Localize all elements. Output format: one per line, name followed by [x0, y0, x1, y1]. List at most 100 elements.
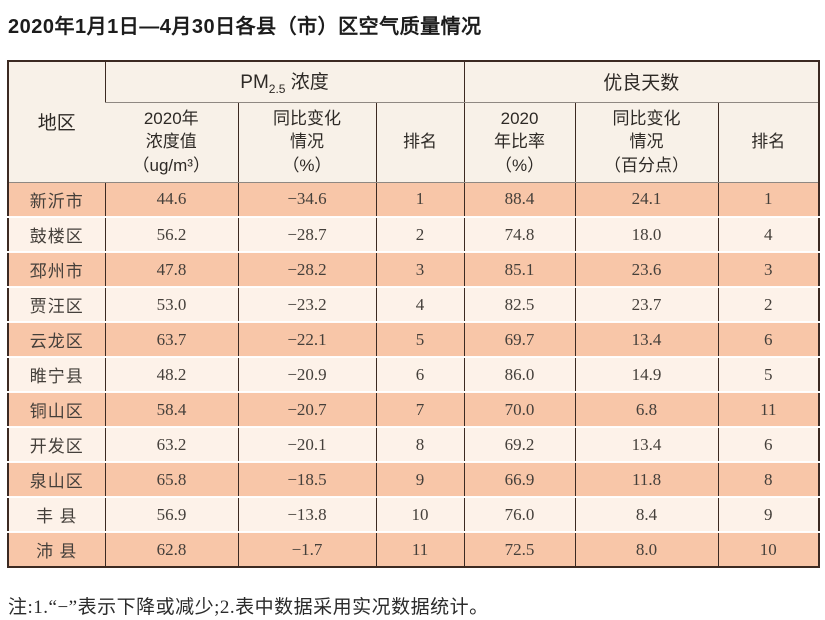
cell-pm-value: 44.6 — [104, 182, 238, 217]
cell-good-rate: 72.5 — [463, 531, 576, 567]
cell-region: 贾汪区 — [8, 286, 105, 322]
cell-pm-change: −1.7 — [237, 531, 376, 567]
cell-pm-rank: 7 — [375, 391, 465, 427]
cell-good-change: 8.0 — [574, 531, 719, 567]
cell-pm-rank: 10 — [375, 496, 465, 532]
cell-pm-change: −23.2 — [237, 286, 376, 322]
page-title: 2020年1月1日—4月30日各县（市）区空气质量情况 — [8, 16, 482, 38]
cell-pm-rank: 2 — [375, 216, 465, 252]
cell-good-rank: 1 — [717, 182, 820, 217]
cell-good-change: 18.0 — [574, 216, 719, 252]
cell-pm-rank: 3 — [375, 251, 465, 287]
col-header-good-rank: 排名 — [717, 102, 820, 183]
cell-pm-change: −20.7 — [237, 391, 376, 427]
cell-region: 云龙区 — [8, 321, 105, 357]
cell-pm-value: 58.4 — [104, 391, 238, 427]
cell-pm-change: −34.6 — [237, 182, 376, 217]
cell-region: 邳州市 — [8, 251, 105, 287]
table-row: 新沂市 44.6 −34.6 1 88.4 24.1 1 — [8, 182, 820, 217]
cell-good-rank: 8 — [717, 461, 820, 497]
table-row: 云龙区 63.7 −22.1 5 69.7 13.4 6 — [8, 321, 820, 357]
cell-good-rate: 82.5 — [463, 286, 576, 322]
cell-region: 泉山区 — [8, 461, 105, 497]
cell-good-rate: 70.0 — [463, 391, 576, 427]
cell-region: 鼓楼区 — [8, 216, 105, 252]
footnote: 注:1.“−”表示下降或减少;2.表中数据采用实况数据统计。 — [8, 597, 489, 618]
col-header-pm-value: 2020年 浓度值 （ug/m³） — [105, 102, 238, 183]
cell-pm-value: 56.9 — [104, 496, 238, 532]
cell-region: 丰 县 — [8, 496, 105, 532]
cell-good-change: 13.4 — [574, 426, 719, 462]
col-group-good-days: 优良天数 — [463, 61, 820, 103]
cell-good-rank: 6 — [717, 321, 820, 357]
cell-good-rate: 76.0 — [463, 496, 576, 532]
col-header-good-rate: 2020 年比率 （%） — [463, 102, 576, 183]
group-header-row: 地区 PM2.5 浓度 优良天数 — [8, 61, 820, 183]
cell-pm-value: 65.8 — [104, 461, 238, 497]
table-row: 铜山区 58.4 −20.7 7 70.0 6.8 11 — [8, 391, 820, 427]
cell-good-rate: 86.0 — [463, 356, 576, 392]
cell-pm-change: −20.1 — [237, 426, 376, 462]
table-row: 开发区 63.2 −20.1 8 69.2 13.4 6 — [8, 426, 820, 462]
cell-good-rank: 6 — [717, 426, 820, 462]
table-row: 沛 县 62.8 −1.7 11 72.5 8.0 10 — [8, 531, 820, 567]
cell-pm-change: −28.7 — [237, 216, 376, 252]
cell-pm-rank: 1 — [375, 182, 465, 217]
cell-good-rate: 69.2 — [463, 426, 576, 462]
cell-pm-rank: 11 — [375, 531, 465, 567]
table-row: 泉山区 65.8 −18.5 9 66.9 11.8 8 — [8, 461, 820, 497]
col-group-pm25: PM2.5 浓度 — [104, 61, 465, 103]
cell-pm-value: 48.2 — [104, 356, 238, 392]
cell-pm-value: 56.2 — [104, 216, 238, 252]
cell-region: 铜山区 — [8, 391, 105, 427]
cell-pm-value: 62.8 — [104, 531, 238, 567]
cell-good-change: 23.6 — [574, 251, 719, 287]
table-header: 地区 PM2.5 浓度 优良天数 2020年 浓度值 （ug/m³） 同比变化 … — [8, 61, 820, 183]
cell-good-rank: 3 — [717, 251, 820, 287]
cell-good-change: 14.9 — [574, 356, 719, 392]
table-row: 贾汪区 53.0 −23.2 4 82.5 23.7 2 — [8, 286, 820, 322]
cell-good-rank: 5 — [717, 356, 820, 392]
cell-pm-change: −22.1 — [237, 321, 376, 357]
col-header-region: 地区 — [8, 61, 105, 183]
cell-pm-change: −18.5 — [237, 461, 376, 497]
pm25-label-subscript: 2.5 — [268, 82, 286, 97]
cell-pm-value: 47.8 — [104, 251, 238, 287]
cell-pm-change: −13.8 — [237, 496, 376, 532]
cell-pm-rank: 6 — [375, 356, 465, 392]
cell-pm-change: −28.2 — [237, 251, 376, 287]
table-row: 邳州市 47.8 −28.2 3 85.1 23.6 3 — [8, 251, 820, 287]
cell-pm-value: 63.2 — [104, 426, 238, 462]
cell-good-rank: 4 — [717, 216, 820, 252]
cell-good-rate: 69.7 — [463, 321, 576, 357]
cell-good-rate: 66.9 — [463, 461, 576, 497]
cell-pm-rank: 9 — [375, 461, 465, 497]
cell-good-change: 24.1 — [574, 182, 719, 217]
cell-good-rate: 85.1 — [463, 251, 576, 287]
cell-region: 睢宁县 — [8, 356, 105, 392]
cell-region: 开发区 — [8, 426, 105, 462]
table-row: 丰 县 56.9 −13.8 10 76.0 8.4 9 — [8, 496, 820, 532]
cell-good-rate: 88.4 — [463, 182, 576, 217]
table-row: 睢宁县 48.2 −20.9 6 86.0 14.9 5 — [8, 356, 820, 392]
cell-good-change: 11.8 — [574, 461, 719, 497]
col-header-good-change: 同比变化 情况 （百分点） — [574, 102, 719, 183]
cell-good-rank: 11 — [717, 391, 820, 427]
cell-good-change: 13.4 — [574, 321, 719, 357]
cell-good-rank: 9 — [717, 496, 820, 532]
cell-region: 新沂市 — [8, 182, 105, 217]
col-header-pm-rank: 排名 — [375, 102, 465, 183]
pm25-label-prefix: PM — [240, 72, 269, 94]
table-row: 鼓楼区 56.2 −28.7 2 74.8 18.0 4 — [8, 216, 820, 252]
cell-pm-rank: 5 — [375, 321, 465, 357]
cell-good-change: 6.8 — [574, 391, 719, 427]
cell-region: 沛 县 — [8, 531, 105, 567]
pm25-label-suffix: 浓度 — [285, 72, 329, 94]
cell-good-rate: 74.8 — [463, 216, 576, 252]
cell-pm-rank: 8 — [375, 426, 465, 462]
cell-pm-value: 53.0 — [104, 286, 238, 322]
cell-pm-value: 63.7 — [104, 321, 238, 357]
cell-pm-change: −20.9 — [237, 356, 376, 392]
sub-header-row: 2020年 浓度值 （ug/m³） 同比变化 情况 （%） 排名 2020 年比… — [8, 102, 820, 183]
col-header-pm-change: 同比变化 情况 （%） — [237, 102, 376, 183]
